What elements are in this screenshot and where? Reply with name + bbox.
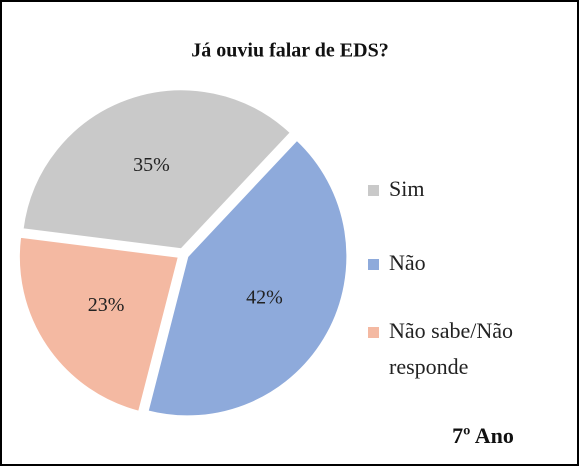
pie-slice <box>146 138 349 418</box>
legend-item: Não <box>368 250 569 281</box>
legend-item: Sim <box>368 176 569 207</box>
legend-swatch <box>368 327 379 338</box>
legend-swatch <box>368 259 379 270</box>
legend-label: Sim <box>389 176 425 201</box>
chart-title: Já ouviu falar de EDS? <box>191 40 388 62</box>
pie-slice <box>21 88 293 251</box>
data-label: 35% <box>133 154 170 176</box>
pie-slice <box>17 235 181 414</box>
legend-swatch <box>368 185 379 196</box>
data-label: 42% <box>246 286 283 308</box>
legend-item: Não sabe/Não responde <box>368 318 569 385</box>
data-label: 23% <box>88 294 125 316</box>
legend-label: Não <box>389 250 426 275</box>
annotation: 7º Ano <box>452 423 514 448</box>
legend-label: Não sabe/Não responde <box>389 318 514 379</box>
